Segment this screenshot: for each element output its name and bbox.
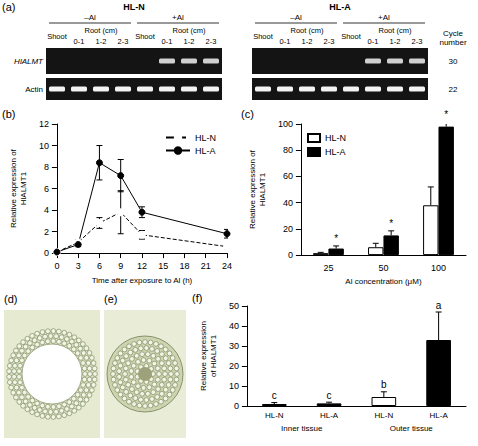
svg-text:Root (cm): Root (cm) [85, 26, 118, 35]
svg-text:18: 18 [179, 261, 189, 271]
svg-text:Inner tissue: Inner tissue [281, 424, 323, 433]
svg-text:HL-A: HL-A [325, 147, 346, 157]
svg-text:1-2: 1-2 [302, 37, 313, 46]
svg-text:HL-N: HL-N [123, 2, 145, 12]
svg-text:8: 8 [44, 162, 49, 172]
svg-text:40: 40 [229, 321, 239, 331]
svg-text:0-1: 0-1 [368, 37, 379, 46]
svg-text:Time after exposure to Al (h): Time after exposure to Al (h) [92, 276, 193, 285]
svg-text:(d): (d) [4, 293, 17, 305]
svg-text:HL-A: HL-A [320, 411, 339, 420]
svg-text:Relative expression: Relative expression [199, 321, 208, 391]
svg-text:6: 6 [44, 184, 49, 194]
svg-text:+Al: +Al [172, 13, 184, 22]
svg-text:30: 30 [449, 57, 458, 66]
svg-text:12: 12 [137, 261, 147, 271]
svg-text:(b): (b) [2, 108, 15, 120]
svg-text:2-3: 2-3 [118, 37, 129, 46]
svg-text:HL-N: HL-N [265, 411, 284, 420]
svg-text:0: 0 [288, 250, 293, 260]
svg-text:Root (cm): Root (cm) [379, 26, 412, 35]
svg-text:HL-A: HL-A [195, 146, 216, 156]
svg-text:0-1: 0-1 [162, 37, 173, 46]
svg-text:0-1: 0-1 [280, 37, 291, 46]
svg-text:100: 100 [278, 119, 293, 129]
svg-text:Shoot: Shoot [47, 32, 68, 41]
svg-text:2-3: 2-3 [412, 37, 423, 46]
svg-text:Shoot: Shoot [135, 32, 156, 41]
svg-text:Root (cm): Root (cm) [291, 26, 324, 35]
svg-text:of HlALMT1: of HlALMT1 [209, 334, 218, 377]
svg-text:c: c [327, 390, 332, 401]
svg-text:15: 15 [158, 261, 168, 271]
svg-text:(e): (e) [104, 293, 117, 305]
svg-text:0: 0 [44, 248, 49, 258]
svg-text:4: 4 [44, 205, 49, 215]
svg-text:Actin: Actin [25, 85, 43, 94]
svg-text:80: 80 [283, 145, 293, 155]
svg-text:a: a [436, 300, 442, 311]
svg-text:(f): (f) [192, 292, 202, 304]
svg-text:Cycle: Cycle [443, 29, 464, 38]
svg-text:HL-N: HL-N [195, 133, 216, 143]
svg-text:1-2: 1-2 [390, 37, 401, 46]
svg-text:(c): (c) [241, 108, 254, 120]
svg-text:*: * [389, 218, 393, 229]
svg-text:0-1: 0-1 [74, 37, 85, 46]
svg-text:1-2: 1-2 [184, 37, 195, 46]
svg-text:40: 40 [283, 198, 293, 208]
svg-text:60: 60 [283, 171, 293, 181]
svg-text:b: b [381, 379, 387, 390]
svg-text:10: 10 [39, 141, 49, 151]
svg-text:Al concentration (μM): Al concentration (μM) [345, 277, 422, 286]
svg-text:50: 50 [229, 301, 239, 311]
svg-text:Root (cm): Root (cm) [173, 26, 206, 35]
svg-text:24: 24 [222, 261, 232, 271]
svg-text:100: 100 [431, 263, 446, 273]
svg-text:0: 0 [234, 401, 239, 411]
svg-text:30: 30 [229, 341, 239, 351]
svg-text:Relative expression of: Relative expression of [9, 148, 18, 227]
svg-text:HlALMT1: HlALMT1 [19, 171, 28, 205]
svg-text:–Al: –Al [84, 13, 96, 22]
svg-text:2-3: 2-3 [206, 37, 217, 46]
svg-text:20: 20 [283, 224, 293, 234]
svg-text:20: 20 [229, 361, 239, 371]
svg-text:Shoot: Shoot [341, 32, 362, 41]
svg-text:10: 10 [229, 381, 239, 391]
svg-text:HL-N: HL-N [375, 411, 394, 420]
svg-text:c: c [272, 390, 277, 401]
svg-text:HlALMT: HlALMT [14, 57, 44, 66]
svg-text:HlALMT1: HlALMT1 [258, 172, 267, 206]
svg-text:Relative expression of: Relative expression of [248, 149, 257, 228]
svg-text:22: 22 [449, 85, 458, 94]
svg-text:HL-A: HL-A [329, 2, 351, 12]
svg-text:0: 0 [54, 261, 59, 271]
svg-text:2: 2 [44, 227, 49, 237]
svg-text:25: 25 [323, 263, 333, 273]
svg-text:+Al: +Al [378, 13, 390, 22]
svg-text:3: 3 [76, 261, 81, 271]
svg-text:number: number [439, 38, 466, 47]
svg-text:50: 50 [378, 263, 388, 273]
svg-text:*: * [334, 233, 338, 244]
svg-text:*: * [444, 109, 448, 120]
svg-text:6: 6 [97, 261, 102, 271]
svg-text:9: 9 [118, 261, 123, 271]
svg-text:HL-N: HL-N [325, 133, 346, 143]
svg-text:–Al: –Al [290, 13, 302, 22]
svg-text:1-2: 1-2 [96, 37, 107, 46]
svg-text:21: 21 [201, 261, 211, 271]
svg-text:12: 12 [39, 119, 49, 129]
svg-text:HL-A: HL-A [429, 411, 448, 420]
svg-text:2-3: 2-3 [324, 37, 335, 46]
svg-text:Outer tissue: Outer tissue [390, 424, 434, 433]
svg-text:(a): (a) [2, 1, 15, 13]
svg-text:Shoot: Shoot [253, 32, 274, 41]
